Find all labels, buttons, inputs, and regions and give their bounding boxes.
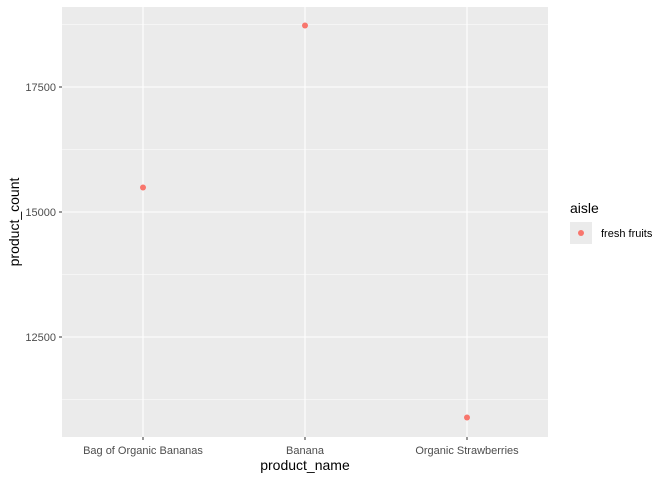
y-tick-label: 12500 [25, 332, 56, 344]
x-tick-label: Organic Strawberries [415, 445, 519, 457]
legend-title: aisle [570, 200, 599, 216]
data-point [302, 22, 308, 29]
y-tick-label: 15000 [25, 207, 56, 219]
x-axis-title: product_name [260, 457, 350, 473]
x-tick-label: Bag of Organic Bananas [83, 445, 203, 457]
data-point [140, 184, 146, 191]
y-tick-label: 17500 [25, 82, 56, 94]
y-axis: 12500 15000 17500 [25, 82, 62, 344]
y-axis-title: product_count [6, 178, 22, 267]
major-gridlines [62, 7, 548, 437]
data-points [140, 22, 470, 421]
data-point [464, 414, 470, 421]
x-tick-label: Banana [286, 445, 325, 457]
legend-label-fresh-fruits: fresh fruits [601, 228, 653, 240]
legend: aisle fresh fruits [570, 200, 653, 244]
x-axis: Bag of Organic Bananas Banana Organic Stra… [83, 437, 519, 457]
legend-key-point [578, 230, 584, 236]
